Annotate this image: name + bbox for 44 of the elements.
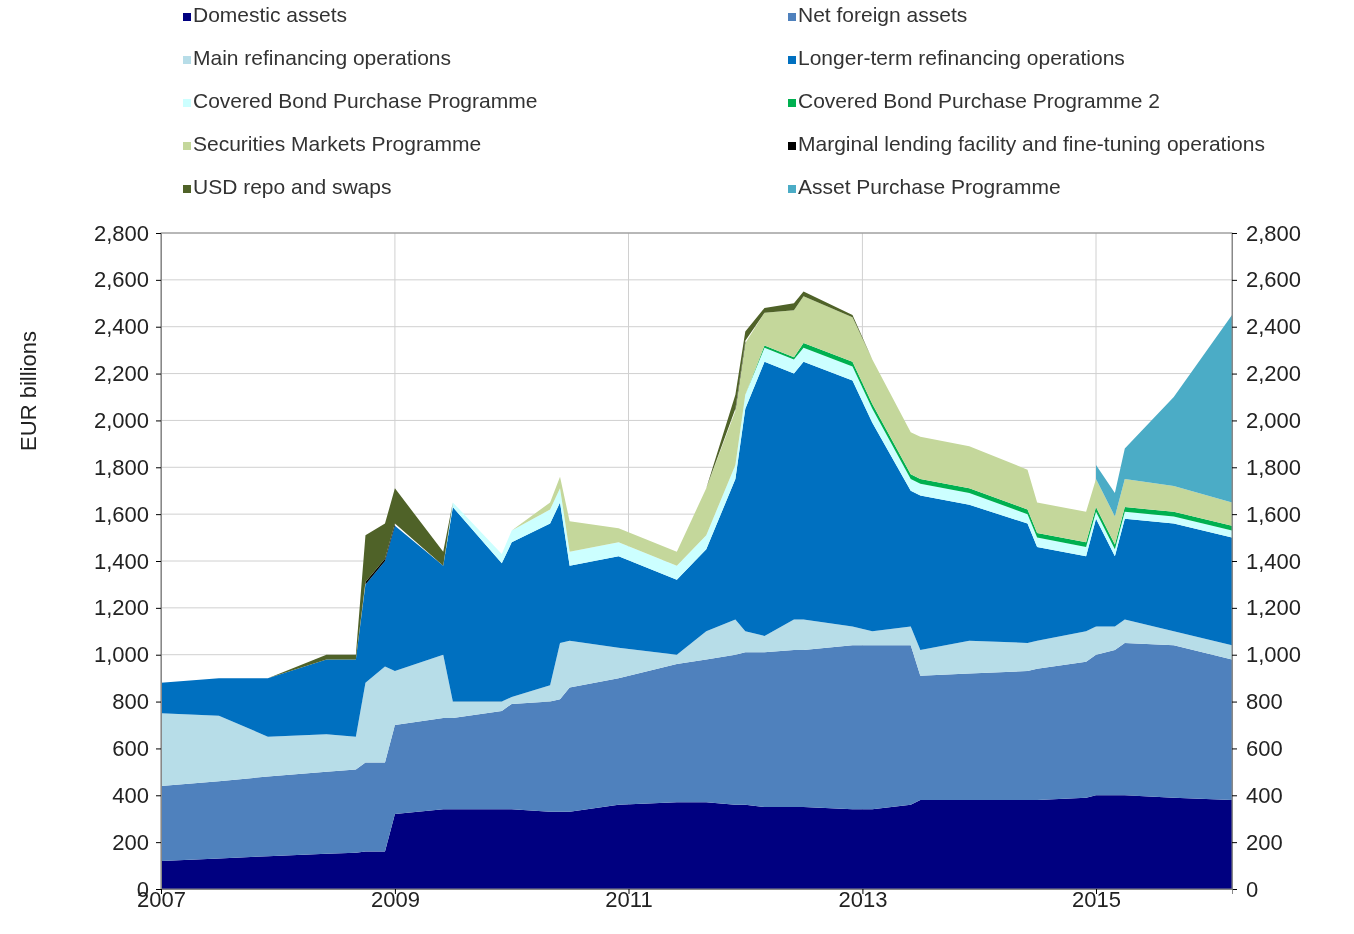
y2-tick-label: 200 [1246,829,1283,855]
y2-tick-label: 2,400 [1246,314,1302,340]
legend-label: Covered Bond Purchase Programme 2 [798,89,1160,112]
y-tick-label: 1,000 [93,642,149,668]
y2-tick-label: 1,800 [1246,454,1302,480]
y2-tick-label: 1,000 [1246,642,1302,668]
y2-tick-label: 2,200 [1246,361,1302,387]
legend-label: Asset Purchase Programme [798,175,1061,198]
x-tick-label: 2009 [370,887,420,912]
y2-tick-label: 1,200 [1246,595,1302,621]
y-tick-label: 1,200 [93,595,149,621]
legend-label: Marginal lending facility and fine-tuning operations [798,132,1265,155]
y2-tick-label: 0 [1246,876,1259,902]
y-tick-label: 1,600 [93,501,149,527]
x-tick-label: 2013 [838,887,888,912]
y2-tick-label: 1,600 [1246,501,1302,527]
y-tick-label: 2,000 [93,407,149,433]
y-tick-label: 1,800 [93,454,149,480]
y2-tick-label: 400 [1246,782,1283,808]
legend-label: USD repo and swaps [193,175,392,198]
legend-label: Main refinancing operations [193,46,451,69]
y-tick-label: 1,400 [93,548,149,574]
y-tick-label: 600 [112,735,149,761]
y2-tick-label: 2,800 [1246,220,1302,246]
y2-tick-label: 600 [1246,735,1283,761]
y-tick-label: 2,800 [93,220,149,246]
legend-label: Domestic assets [193,3,348,26]
legend-label: Covered Bond Purchase Programme [193,89,538,112]
y-tick-label: 2,600 [93,267,149,293]
x-tick-label: 2011 [605,887,653,912]
legend-label: Net foreign assets [798,3,968,26]
y2-tick-label: 2,600 [1246,267,1302,293]
y-tick-label: 200 [112,829,149,855]
legend-label: Securities Markets Programme [193,132,482,155]
y-tick-label: 2,200 [93,361,149,387]
y-tick-label: 400 [112,782,149,808]
y2-tick-label: 800 [1246,689,1283,715]
y-axis-title: EUR billions [16,331,41,451]
y2-tick-label: 1,400 [1246,548,1302,574]
y-tick-label: 800 [112,689,149,715]
legend-label: Longer-term refinancing operations [798,46,1125,69]
x-tick-label: 2015 [1072,887,1121,912]
y2-tick-label: 2,000 [1246,407,1302,433]
y-tick-label: 2,400 [93,314,149,340]
